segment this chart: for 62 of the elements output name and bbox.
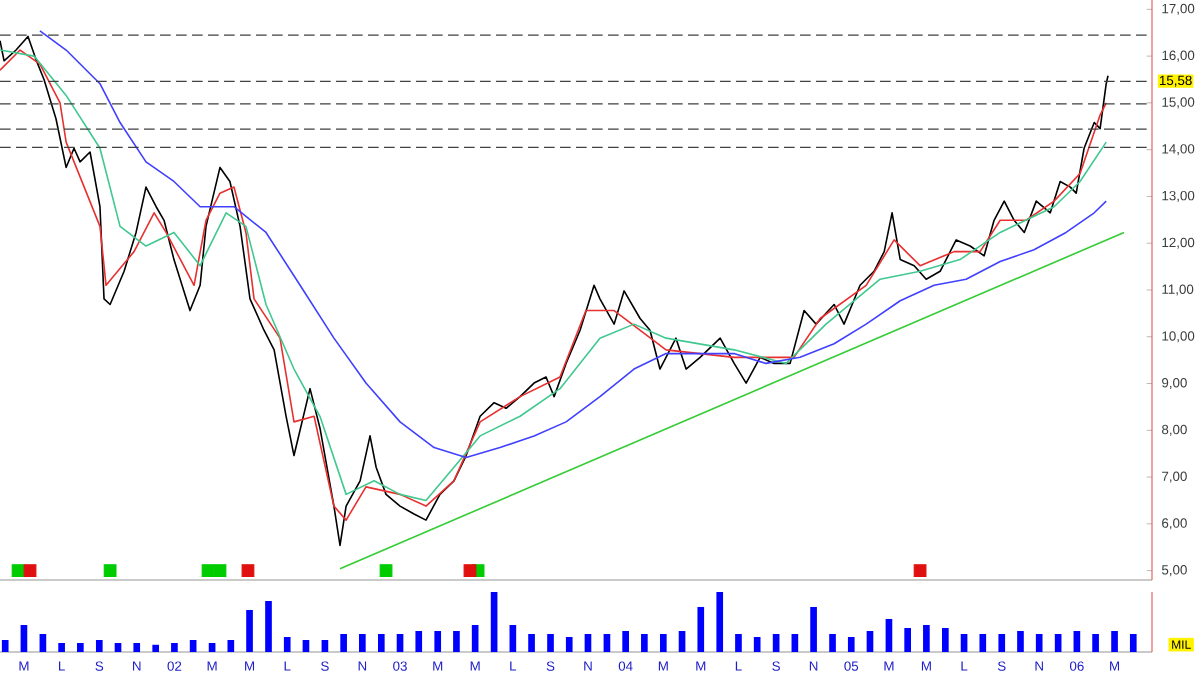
bar xyxy=(923,624,930,652)
bar xyxy=(20,624,28,652)
bar xyxy=(753,636,761,652)
bar xyxy=(1092,633,1099,652)
bar xyxy=(791,633,799,652)
bar xyxy=(829,633,836,652)
bar xyxy=(998,633,1006,652)
bar xyxy=(659,633,667,652)
bar xyxy=(641,633,648,652)
bar xyxy=(735,633,742,652)
bar xyxy=(847,636,855,652)
bar xyxy=(772,633,780,652)
bar xyxy=(152,644,160,652)
bar xyxy=(415,630,423,652)
bar xyxy=(490,591,498,652)
bar xyxy=(1017,630,1024,652)
bar xyxy=(39,633,47,652)
bar xyxy=(133,642,141,652)
bar xyxy=(678,630,686,652)
bar xyxy=(95,639,103,652)
bar xyxy=(321,639,329,652)
bar xyxy=(509,624,517,652)
bar xyxy=(1129,633,1137,652)
bar xyxy=(942,627,949,652)
bar xyxy=(396,633,404,652)
bar xyxy=(1,639,9,652)
bar xyxy=(227,639,235,652)
bar xyxy=(716,591,724,652)
bar xyxy=(904,627,911,652)
bar xyxy=(1073,630,1081,652)
bar xyxy=(359,633,366,652)
bar xyxy=(114,642,122,652)
bar xyxy=(885,618,893,652)
bar xyxy=(1111,630,1118,652)
bar xyxy=(58,642,65,652)
bar xyxy=(377,633,385,652)
bar xyxy=(1035,633,1043,652)
bar xyxy=(622,630,629,652)
bar xyxy=(810,606,817,652)
bar xyxy=(565,636,573,652)
bar xyxy=(528,633,535,652)
bar xyxy=(471,624,479,652)
bar xyxy=(246,609,253,652)
bar xyxy=(866,630,874,652)
bar xyxy=(453,630,460,652)
bar xyxy=(189,639,197,652)
line-series xyxy=(39,30,1108,459)
bar xyxy=(979,633,987,652)
bar xyxy=(697,606,705,652)
bar xyxy=(171,642,178,652)
bar xyxy=(340,633,347,652)
bar xyxy=(434,630,442,652)
bar xyxy=(603,633,611,652)
bar xyxy=(265,600,272,652)
bar xyxy=(208,642,216,652)
bar xyxy=(1054,633,1062,652)
bar xyxy=(547,633,554,652)
bar xyxy=(283,636,291,652)
bar xyxy=(77,642,84,652)
bar xyxy=(960,633,968,652)
bar xyxy=(302,639,310,652)
bar xyxy=(584,633,592,652)
